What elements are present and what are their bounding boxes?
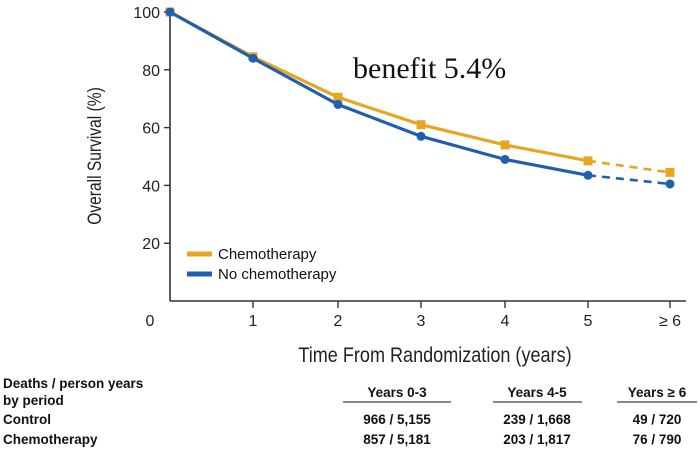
table-column-header: Years 4-5 [507,385,567,400]
x-tick-label: 4 [501,313,510,330]
series-line-dashed [587,173,671,186]
series-line-dashed [587,159,671,174]
series-line-solid [168,10,590,163]
x-tick-label: 0 [146,313,155,330]
x-tick-label: ≥ 6 [659,313,681,330]
x-tick-label: 3 [417,313,426,330]
y-tick-label: 20 [142,236,160,253]
y-axis-title: Overall Survival (%) [84,87,106,225]
y-tick-label: 40 [142,178,160,195]
x-tick-label: 5 [584,313,593,330]
data-point [333,99,343,109]
table-cell: 966 / 5,155 [363,412,431,427]
data-point [416,120,426,130]
data-point [665,179,675,189]
axes-layer: 100 80 60 40 20 0 1 2 3 4 5 ≥ 6 Overall Survival (%)… [84,5,686,367]
data-point [583,156,593,166]
series-chemotherapy [165,7,675,177]
x-tick-label: 1 [249,313,258,330]
data-point [665,167,675,177]
y-tick-label: 80 [142,63,160,80]
x-axis-title: Time From Randomization (years) [298,344,571,368]
table-row-label: Control [3,412,51,427]
x-tick-label: 2 [334,313,343,330]
y-tick-label: 100 [133,5,160,22]
table-row-label: Chemotherapy [3,432,98,447]
legend-layer: Chemotherapy No chemotherapy [187,246,337,283]
legend-label: No chemotherapy [218,266,337,283]
series-layer [165,7,675,189]
table-header-line: by period [3,393,64,408]
data-point [165,7,175,17]
table-column-header: Years 0-3 [367,385,427,400]
table-cell: 203 / 1,817 [503,432,571,447]
y-tick-label: 60 [142,121,160,138]
data-point [583,170,593,180]
table-cell: 857 / 5,181 [363,432,431,447]
text-layer: benefit 5.4% [353,52,506,85]
legend-label: Chemotherapy [218,246,317,263]
table-header-line: Deaths / person years [3,376,143,391]
data-point [248,53,258,63]
data-point [333,92,343,102]
table-cell: 49 / 720 [633,412,682,427]
data-point [500,140,510,150]
series-line-solid [168,10,590,177]
data-point [416,131,426,141]
table-cell: 239 / 1,668 [503,412,571,427]
table-layer: Deaths / person years by period Years 0-3 Y… [3,376,697,447]
table-cell: 76 / 790 [633,432,682,447]
table-column-header: Years ≥ 6 [628,385,687,400]
series-no-chemotherapy [165,7,675,189]
data-point [500,154,510,164]
benefit-annotation: benefit 5.4% [353,52,506,85]
